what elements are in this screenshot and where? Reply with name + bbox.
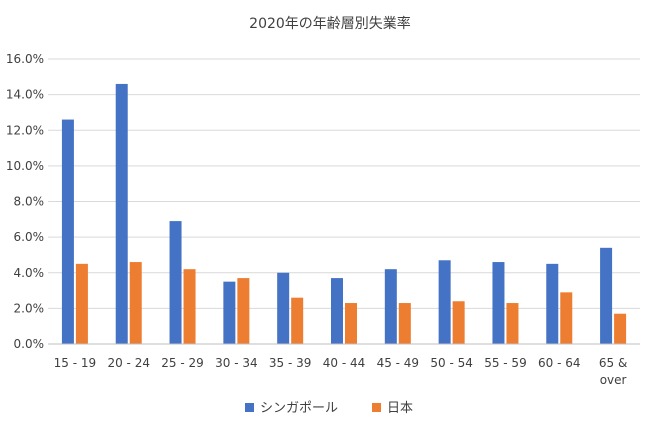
y-tick-label: 0.0% [14, 337, 45, 351]
x-tick-label: 35 - 39 [269, 356, 312, 370]
x-tick-label: 15 - 19 [54, 356, 97, 370]
x-tick-label: 45 - 49 [377, 356, 420, 370]
x-tick-label: 60 - 64 [538, 356, 581, 370]
y-tick-label: 14.0% [6, 88, 44, 102]
bar-singapore-0 [61, 119, 74, 344]
bar-japan-4 [291, 297, 304, 344]
x-tick-label: 55 - 59 [484, 356, 527, 370]
bar-singapore-1 [115, 83, 128, 344]
bar-singapore-8 [492, 262, 505, 344]
y-tick-label: 6.0% [14, 230, 45, 244]
bar-japan-8 [506, 303, 519, 344]
x-tick-label: 40 - 44 [323, 356, 366, 370]
legend-swatch-1 [372, 403, 381, 412]
x-axis-ticks: 15 - 19 20 - 24 25 - 29 30 - 34 35 - 39 40 - … [54, 356, 628, 387]
y-tick-label: 4.0% [14, 266, 45, 280]
y-tick-label: 10.0% [6, 159, 44, 173]
y-tick-label: 8.0% [14, 195, 45, 209]
bar-singapore-7 [438, 260, 451, 344]
bar-japan-7 [452, 301, 465, 344]
chart-title: 2020年の年齢層別失業率 [249, 15, 411, 32]
x-tick-label: 25 - 29 [161, 356, 204, 370]
bar-singapore-2 [169, 221, 182, 344]
legend-label-1: 日本 [387, 401, 413, 416]
bar-japan-1 [129, 262, 142, 344]
bar-singapore-9 [546, 263, 559, 344]
gridlines [48, 58, 640, 309]
x-tick-label: 20 - 24 [107, 356, 150, 370]
bar-japan-9 [560, 292, 573, 344]
bar-japan-3 [237, 278, 250, 344]
bar-singapore-10 [600, 247, 613, 344]
y-tick-label: 16.0% [6, 52, 44, 66]
bar-singapore-6 [384, 269, 397, 344]
x-tick-label: 30 - 34 [215, 356, 258, 370]
bar-japan-6 [398, 303, 411, 344]
x-tick-label: 65 & over [599, 356, 627, 387]
y-tick-label: 12.0% [6, 123, 44, 137]
bars [61, 83, 627, 344]
bar-japan-10 [614, 313, 627, 344]
bar-japan-0 [75, 263, 88, 344]
y-tick-label: 2.0% [14, 301, 45, 315]
bar-singapore-3 [223, 281, 236, 344]
bar-japan-2 [183, 269, 196, 344]
legend-label-0: シンガポール [260, 401, 338, 416]
bar-japan-5 [345, 303, 357, 344]
bar-singapore-4 [277, 272, 290, 344]
x-tick-label: 50 - 54 [430, 356, 473, 370]
legend: シンガポール 日本 [245, 401, 413, 416]
legend-swatch-0 [245, 403, 254, 412]
bar-singapore-5 [331, 278, 343, 344]
y-axis-ticks: 0.0% 2.0% 4.0% 6.0% 8.0% 10.0% 12.0% 14.0% 16.0% [6, 52, 44, 351]
